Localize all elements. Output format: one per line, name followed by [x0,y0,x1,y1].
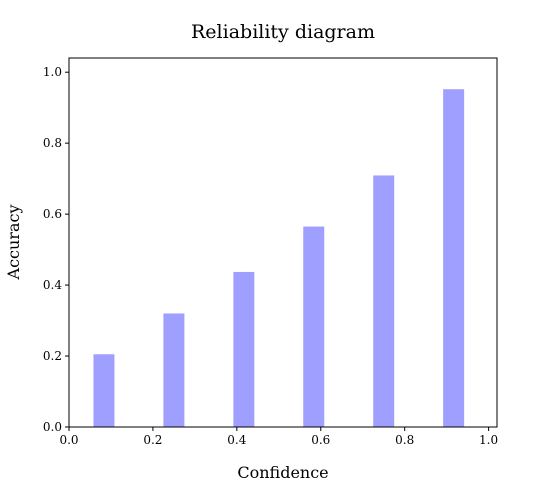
chart-title: Reliability diagram [191,21,375,43]
x-axis: 0.0 0.2 0.4 0.6 0.8 1.0 [59,427,498,447]
bar [233,271,255,427]
x-tick-label: 0.2 [143,433,162,447]
bar [163,313,185,427]
bar [93,354,115,427]
x-tick-label: 0.0 [59,433,78,447]
x-tick-label: 0.6 [311,433,330,447]
y-tick-label: 0.8 [43,136,62,150]
bars-group [93,89,465,427]
bar [303,226,325,427]
y-tick-label: 1.0 [43,65,62,79]
y-tick-label: 0.4 [43,278,62,292]
x-tick-label: 1.0 [479,433,498,447]
y-tick-label: 0.0 [43,420,62,434]
x-tick-label: 0.8 [395,433,414,447]
x-tick-label: 0.4 [227,433,246,447]
x-axis-label: Confidence [237,463,328,480]
plot-frame [68,57,498,428]
y-tick-label: 0.2 [43,349,62,363]
y-axis: 0.0 0.2 0.4 0.6 0.8 1.0 [43,65,69,434]
y-tick-label: 0.6 [43,207,62,221]
y-axis-label: Accuracy [4,205,23,281]
bar [443,89,465,427]
bar [373,175,395,427]
